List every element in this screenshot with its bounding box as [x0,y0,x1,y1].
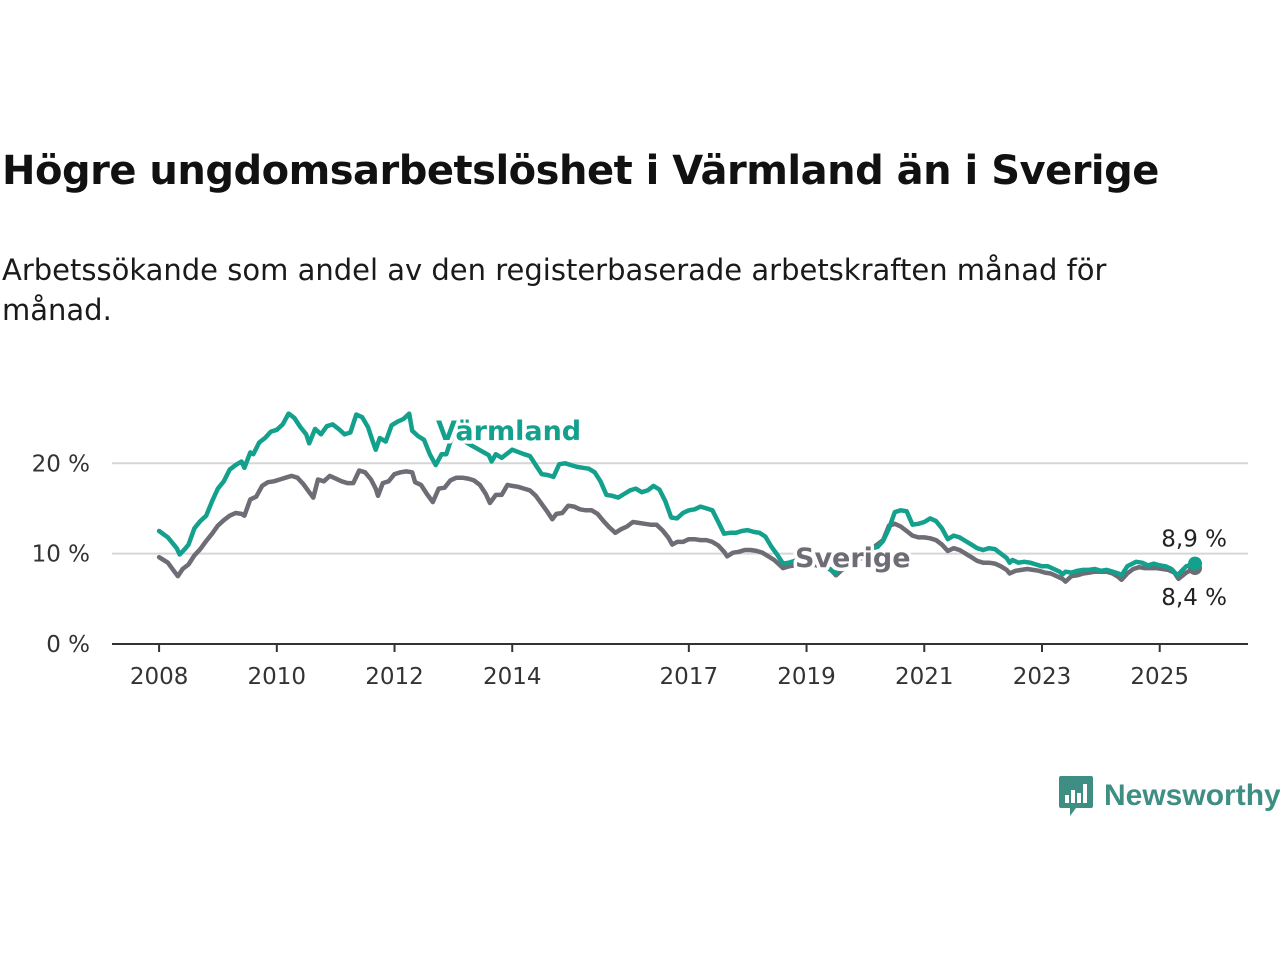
chart-title: Högre ungdomsarbetslöshet i Värmland än … [2,148,1159,194]
y-tick-label: 10 % [32,542,90,568]
series-label-sverige: Sverige [795,543,911,574]
x-tick-label: 2014 [483,664,542,690]
x-tick-label: 2019 [777,664,836,690]
x-tick-label: 2021 [895,664,954,690]
x-tick-label: 2012 [365,664,424,690]
series-labels: Värmland Sverige 8,9 % 8,4 % [433,413,1230,614]
series-line-varmland [156,411,1198,578]
series-lines [156,411,1203,584]
brand-name: Newsworthy [1104,779,1280,812]
end-label-varmland: 8,9 % [1161,527,1227,553]
series-label-varmland: Värmland [436,416,581,447]
end-label-sverige: 8,4 % [1161,585,1227,611]
end-point-varmland [1188,556,1203,571]
chart-subtitle: Arbetssökande som andel av den registerb… [2,253,1107,327]
series-line-sverige [156,468,1198,584]
y-tick-label: 20 % [32,451,90,477]
x-tick-label: 2025 [1130,664,1189,690]
x-tick-label: 2023 [1013,664,1072,690]
x-axis: 2008 2010 2012 2014 2017 2019 2021 2023 2025 [112,643,1248,690]
x-tick-label: 2010 [248,664,307,690]
brand-logo: Newsworthy [1058,772,1280,820]
gridlines: 0 % 10 % 20 % [32,451,1248,658]
y-tick-label: 0 % [46,632,90,658]
x-tick-label: 2017 [660,664,719,690]
bar-chart-speech-bubble-icon [1059,776,1093,816]
x-tick-label: 2008 [130,664,189,690]
